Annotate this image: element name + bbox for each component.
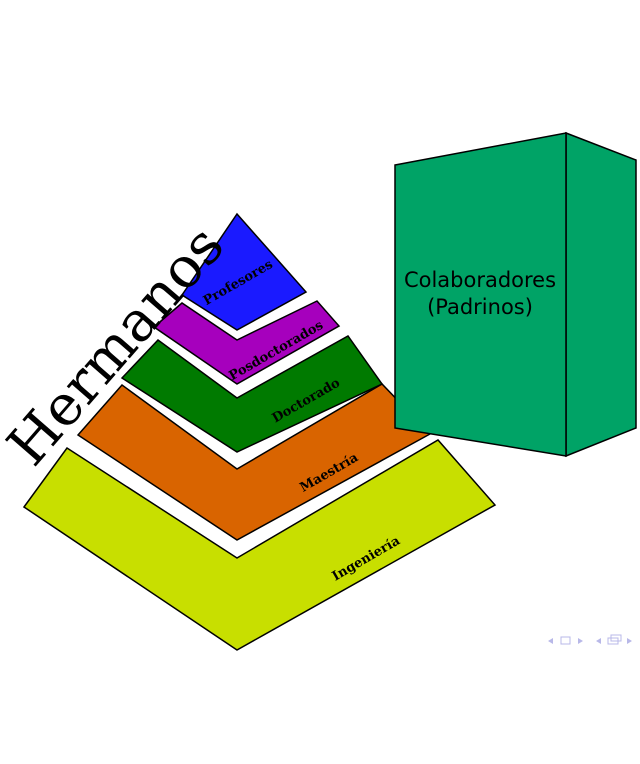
- layer-ingenieria: [22, 439, 497, 651]
- box-front-face: [394, 132, 567, 457]
- layer-posdoctorados: [152, 300, 341, 385]
- nav-next-section-icon[interactable]: [627, 638, 632, 644]
- nav-frame-icon[interactable]: [560, 636, 571, 645]
- box-label-line1: Colaboradores: [404, 268, 556, 292]
- nav-prev-section-icon[interactable]: [596, 638, 601, 644]
- beamer-nav-symbols[interactable]: [548, 634, 632, 645]
- nav-prev-arrow-icon[interactable]: [548, 638, 553, 644]
- nav-next-arrow-icon[interactable]: [578, 638, 583, 644]
- nav-section-icon-back: [610, 634, 622, 642]
- box-label-line2: (Padrinos): [427, 295, 533, 319]
- layer-doctorado: [120, 335, 384, 453]
- box-side-face: [565, 131, 637, 458]
- layer-profesores: [180, 212, 308, 331]
